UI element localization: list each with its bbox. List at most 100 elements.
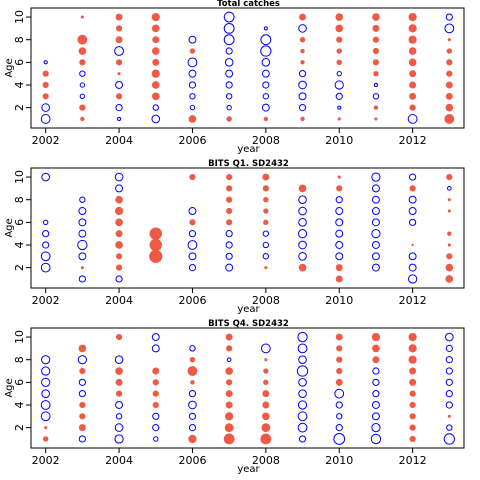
bubble-negative <box>224 58 234 67</box>
bubble-positive <box>151 92 160 101</box>
bubble-negative <box>445 390 453 398</box>
bubble-positive <box>445 275 454 283</box>
bubble-negative <box>115 81 124 89</box>
bubble-negative <box>371 195 380 204</box>
bubble-negative <box>40 411 51 422</box>
y-tick-label: 8 <box>13 356 26 363</box>
bubble-negative <box>336 413 343 420</box>
bubble-negative <box>336 70 342 77</box>
bubble-negative <box>115 401 124 409</box>
bubble-positive <box>225 367 233 375</box>
bubble-positive <box>115 59 123 66</box>
bubble-negative <box>335 401 343 409</box>
bubble-negative <box>114 434 124 444</box>
bubble-negative <box>445 344 453 352</box>
bubble-negative <box>445 13 453 21</box>
bubble-negative <box>333 433 346 445</box>
bubble-positive <box>335 275 343 283</box>
bubble-negative <box>223 11 235 23</box>
bubble-positive <box>298 184 307 193</box>
bubble-negative <box>408 195 417 204</box>
bubble-positive <box>446 253 453 260</box>
chart-panel-1: Total catches 2002 2004 2006 2008 2010 2012 2 4 6… <box>4 0 465 155</box>
bubble-negative <box>297 422 308 433</box>
bubble-negative <box>445 332 454 342</box>
bubble-positive <box>447 414 451 418</box>
y-tick-label: 8 <box>13 196 26 203</box>
bubble-positive <box>151 24 160 33</box>
chart-title: BITS Q4. SD2432 <box>208 319 289 329</box>
x-tick-label: 2010 <box>325 294 353 307</box>
bubble-positive <box>79 413 86 420</box>
bubble-positive <box>263 116 269 122</box>
bubble-positive <box>151 81 160 89</box>
y-tick-label: 6 <box>13 379 26 386</box>
bubble-positive <box>445 81 453 89</box>
bubble-negative <box>443 433 455 445</box>
bubble-positive <box>260 433 272 445</box>
bubble-negative <box>298 218 307 227</box>
bubble-positive <box>264 266 268 270</box>
bubble-positive <box>335 24 344 33</box>
bubble-positive <box>262 412 270 421</box>
bubble-positive <box>336 345 343 352</box>
bubble-positive <box>78 344 87 353</box>
bubble-positive <box>446 173 453 181</box>
x-tick-label: 2010 <box>325 134 353 147</box>
bubble-negative <box>42 241 50 249</box>
x-tick-label: 2008 <box>252 294 280 307</box>
bubble-positive <box>152 58 160 66</box>
bubble-positive <box>187 366 198 376</box>
bubble-negative <box>262 81 270 89</box>
y-axis-title: Age <box>4 378 15 397</box>
bubble-negative <box>298 92 307 101</box>
bubble-negative <box>335 229 344 238</box>
bubble-positive <box>80 15 84 19</box>
bubble-negative <box>334 80 344 90</box>
bubble-negative <box>298 240 307 250</box>
bubble-negative <box>261 58 271 67</box>
bubble-negative <box>188 35 197 44</box>
bubble-positive <box>447 243 451 247</box>
bubble-positive <box>373 105 379 110</box>
bubble-positive <box>263 208 269 214</box>
bubble-positive <box>409 104 416 111</box>
bubble-positive <box>151 47 160 55</box>
bubble-negative <box>114 355 124 365</box>
bubble-positive <box>262 185 269 192</box>
bubble-negative <box>40 114 51 124</box>
x-tick-label: 2008 <box>252 454 280 467</box>
bubble-positive <box>336 367 343 375</box>
bubble-negative <box>40 251 51 262</box>
bubble-negative <box>79 196 86 203</box>
bubble-negative <box>408 274 418 284</box>
bubble-positive <box>445 103 454 112</box>
bubble-positive <box>42 93 49 100</box>
plot-frame <box>30 7 465 129</box>
chart-title: BITS Q1. SD2432 <box>208 159 289 169</box>
x-tick-label: 2004 <box>105 454 133 467</box>
bubble-negative <box>297 400 308 410</box>
bubble-positive <box>226 207 233 215</box>
bubble-positive <box>261 423 271 433</box>
bubble-negative <box>297 229 308 239</box>
bubble-negative <box>371 423 381 433</box>
y-tick-label: 8 <box>13 36 26 43</box>
bubble-negative <box>151 114 161 124</box>
bubble-negative <box>226 104 232 111</box>
x-tick-label: 2012 <box>399 294 427 307</box>
bubble-positive <box>447 231 452 236</box>
bubble-positive <box>115 390 123 397</box>
bubble-positive <box>226 116 232 122</box>
bubble-positive <box>79 59 86 66</box>
bubble-positive <box>263 379 269 386</box>
bubble-negative <box>40 400 51 410</box>
bubble-negative <box>335 92 343 100</box>
bubble-positive <box>372 36 380 43</box>
y-tick-label: 6 <box>13 219 26 226</box>
bubble-positive <box>149 249 163 263</box>
bubble-positive <box>300 60 305 65</box>
y-tick-label: 4 <box>13 401 26 408</box>
bubble-positive <box>225 333 233 341</box>
bubble-negative <box>372 390 380 398</box>
